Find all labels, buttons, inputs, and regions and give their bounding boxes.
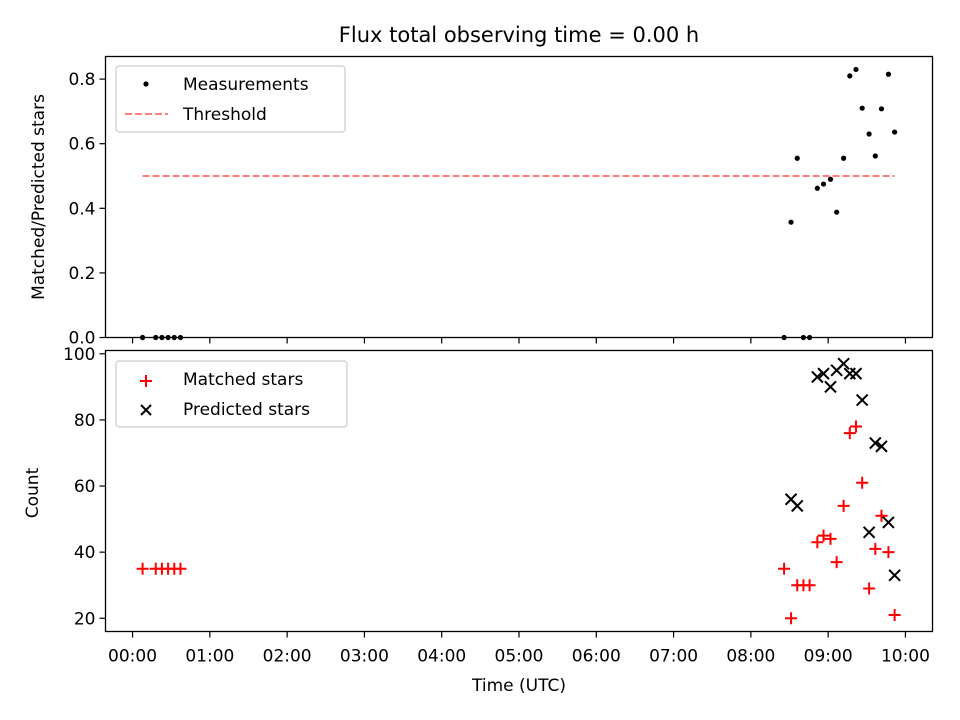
- matched-star-point: [856, 476, 869, 489]
- measurement-point: [872, 153, 878, 159]
- legend-marker-matched: [140, 375, 152, 387]
- predicted-star-point: [888, 569, 901, 582]
- x-axis-ticks: 00:00 01:00 02:00 03:00 04:00 05:00 06:00 07:00…: [108, 631, 930, 667]
- legend-label-matched: Matched stars: [183, 370, 303, 390]
- x-axis-label: Time (UTC): [471, 676, 566, 696]
- matched-star-point: [830, 556, 843, 569]
- measurement-point: [834, 209, 840, 215]
- predicted-star-point: [862, 526, 876, 539]
- matched-star-point: [849, 420, 862, 433]
- bottom-y-axis-label: Count: [23, 467, 43, 518]
- x-tick-label: 03:00: [340, 647, 389, 667]
- matched-star-point: [817, 529, 830, 542]
- bottom-legend-frame: [115, 360, 348, 428]
- bottom-legend: Matched stars Predicted stars: [115, 360, 348, 428]
- bottom-y-tick-label: 20: [74, 609, 96, 629]
- matched-star-point: [869, 542, 882, 555]
- predicted-star-point: [791, 499, 804, 513]
- matched-star-point: [811, 536, 824, 549]
- x-tick-label: 02:00: [263, 647, 312, 667]
- matched-star-point: [882, 546, 895, 559]
- top-y-tick-label: 0.2: [68, 264, 95, 284]
- bottom-data-marks: [136, 357, 901, 625]
- predicted-star-point: [843, 367, 857, 380]
- top-y-tick-label: 0.6: [68, 135, 95, 155]
- bottom-y-tick-label: 60: [74, 477, 96, 497]
- predicted-star-point: [837, 357, 850, 370]
- top-y-tick-label: 0.4: [68, 199, 95, 219]
- matched-star-point: [837, 499, 850, 512]
- matched-star-point: [843, 427, 856, 440]
- matched-star-point: [875, 509, 888, 522]
- predicted-star-point: [875, 440, 888, 453]
- matched-star-point: [803, 579, 816, 592]
- top-y-axis-label: Matched/Predicted stars: [29, 94, 49, 300]
- measurement-point: [866, 131, 872, 137]
- measurement-point: [814, 185, 820, 191]
- x-tick-label: 07:00: [649, 647, 698, 667]
- measurement-point: [788, 219, 794, 225]
- x-tick-label: 08:00: [726, 647, 775, 667]
- top-legend-frame: [115, 65, 346, 133]
- matched-star-point: [136, 562, 149, 575]
- x-tick-label: 04:00: [417, 647, 466, 667]
- bottom-axes-frame: [104, 349, 934, 633]
- matched-star-point: [863, 582, 876, 595]
- measurement-point: [859, 105, 865, 111]
- chart-title: Flux total observing time = 0.00 h: [339, 23, 699, 47]
- top-y-tick-label: 0.8: [68, 70, 95, 90]
- legend-label-predicted: Predicted stars: [183, 400, 310, 420]
- top-legend: Measurements Threshold: [115, 65, 346, 133]
- top-data-marks: [139, 66, 898, 341]
- measurement-point: [892, 129, 898, 135]
- bottom-y-tick-label: 80: [74, 411, 96, 431]
- measurement-point: [847, 73, 853, 79]
- x-tick-label: 00:00: [108, 647, 157, 667]
- x-tick-label: 10:00: [881, 647, 930, 667]
- measurement-point: [794, 155, 800, 161]
- legend-marker-predicted: [140, 404, 152, 416]
- measurement-point: [878, 106, 885, 112]
- bottom-y-tick-label: 100: [63, 345, 95, 365]
- legend-marker-measurements: [143, 81, 149, 87]
- x-tick-label: 06:00: [572, 647, 621, 667]
- matched-star-point: [888, 608, 901, 621]
- bottom-y-ticks: 20 40 60 80 100: [63, 345, 106, 629]
- measurement-point: [841, 155, 847, 161]
- bottom-y-tick-label: 40: [74, 543, 96, 563]
- legend-label-threshold: Threshold: [182, 105, 267, 125]
- predicted-star-point: [855, 393, 869, 407]
- predicted-star-point: [811, 370, 824, 384]
- top-y-tick-label: 0.0: [68, 329, 95, 349]
- measurement-point: [885, 71, 892, 77]
- predicted-star-point: [869, 436, 882, 450]
- matched-star-point: [785, 612, 798, 625]
- measurement-point: [820, 181, 827, 187]
- x-tick-label: 09:00: [804, 647, 853, 667]
- predicted-star-point: [882, 516, 895, 529]
- measurement-point: [827, 176, 834, 182]
- matched-star-point: [778, 562, 791, 575]
- top-axes-frame: [104, 55, 934, 339]
- matched-star-point: [824, 532, 837, 545]
- x-tick-label: 01:00: [185, 647, 234, 667]
- x-tick-label: 05:00: [495, 647, 544, 667]
- measurement-point: [853, 66, 859, 73]
- matched-star-point: [174, 562, 187, 575]
- legend-label-measurements: Measurements: [183, 75, 309, 95]
- predicted-star-point: [817, 367, 830, 380]
- predicted-star-point: [824, 380, 837, 394]
- top-y-ticks: 0.0 0.2 0.4 0.6 0.8: [68, 70, 907, 349]
- predicted-star-point: [849, 367, 863, 380]
